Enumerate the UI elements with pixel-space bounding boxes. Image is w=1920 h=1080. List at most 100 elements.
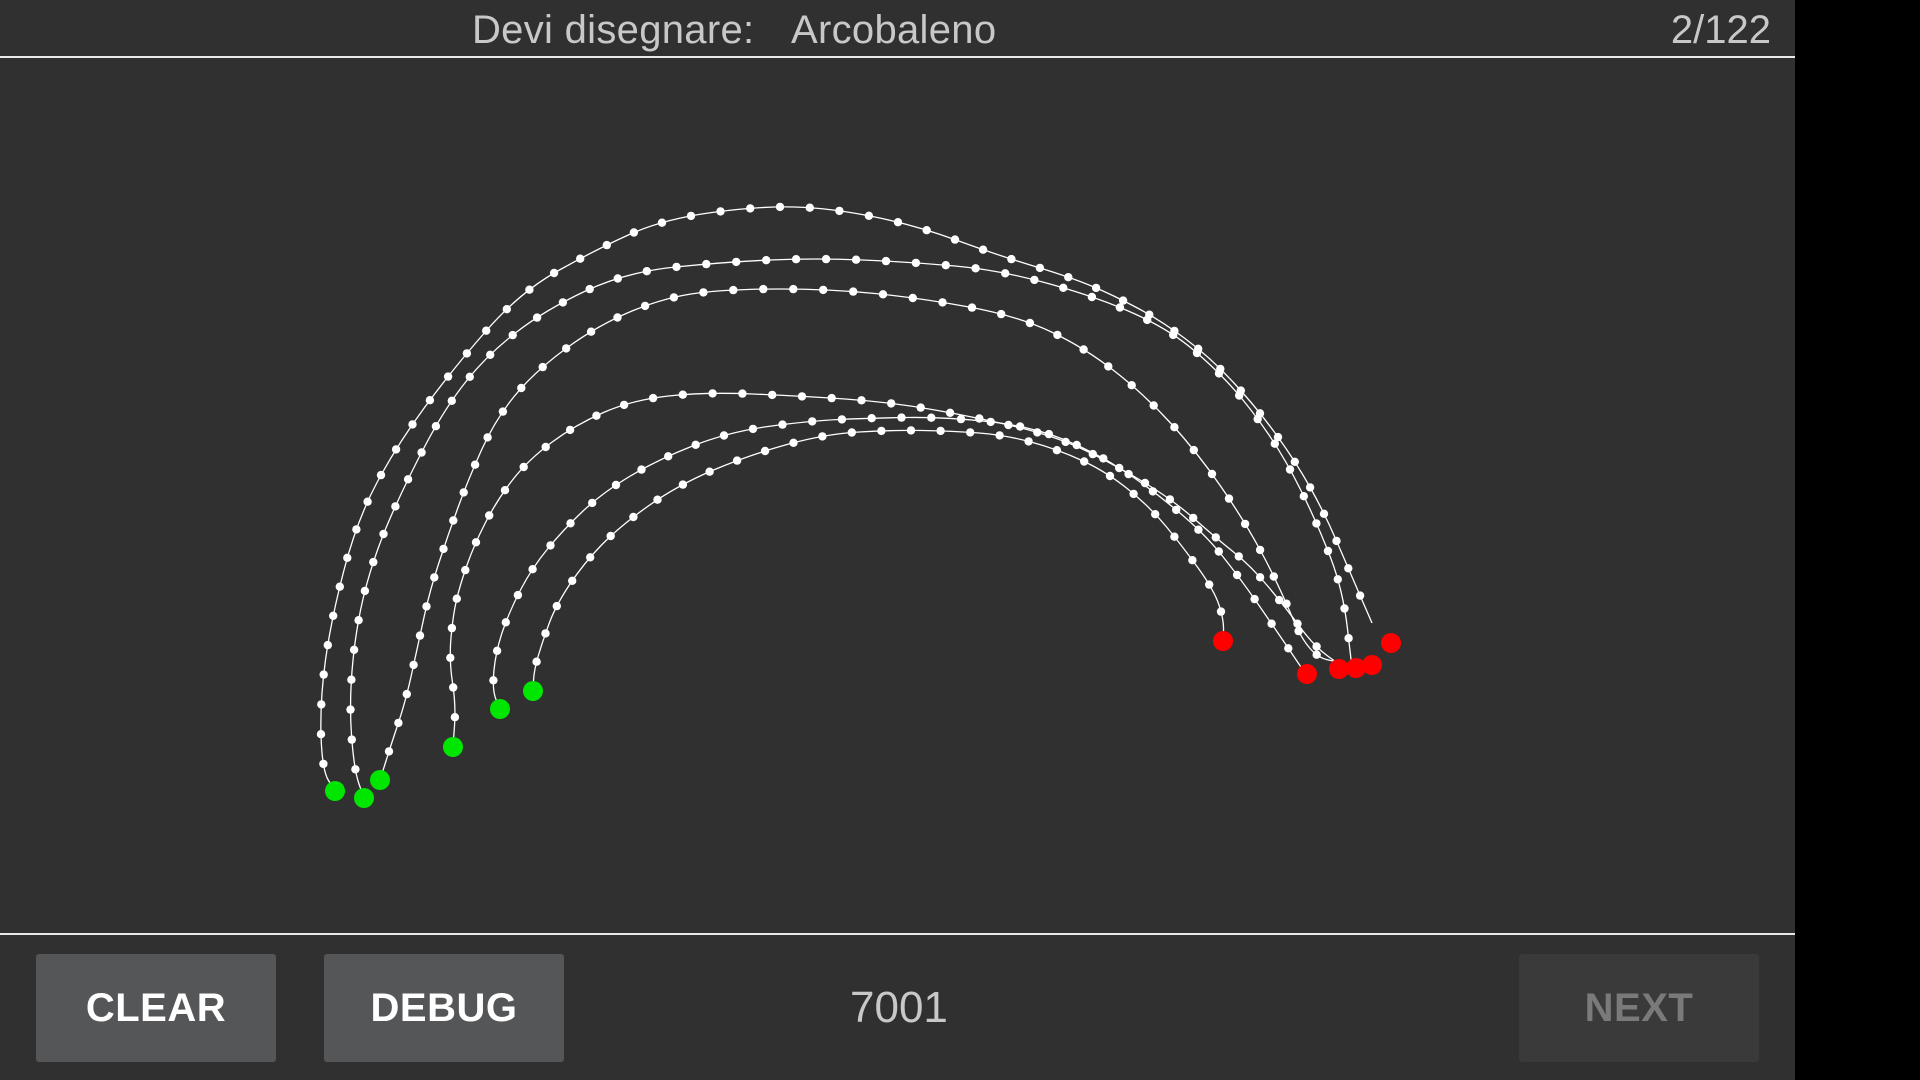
- stroke-end-point: [1329, 659, 1349, 679]
- stroke-point: [1312, 519, 1321, 528]
- stroke-point: [565, 425, 575, 435]
- stroke-point: [1129, 489, 1138, 499]
- stroke-point: [1079, 345, 1088, 354]
- stroke-point: [485, 511, 494, 520]
- stroke-point: [408, 420, 417, 429]
- stroke-point: [317, 700, 326, 709]
- stroke-point: [1333, 575, 1343, 584]
- stroke-point: [1035, 263, 1045, 273]
- stroke-point: [1344, 634, 1353, 643]
- stroke-point: [452, 594, 461, 603]
- stroke-end-point: [1381, 633, 1401, 653]
- stroke-point: [1284, 644, 1293, 653]
- stroke-point: [391, 502, 400, 511]
- debug-button[interactable]: DEBUG: [324, 954, 564, 1062]
- stroke-point: [956, 414, 966, 424]
- stroke-point: [672, 262, 681, 272]
- drawing-canvas[interactable]: [0, 58, 1795, 933]
- stroke-point: [525, 285, 534, 294]
- stroke-point: [1255, 545, 1265, 555]
- stroke-point: [775, 202, 785, 212]
- stroke-point: [1118, 296, 1128, 305]
- stroke-point: [1232, 570, 1242, 580]
- stroke-point: [1214, 547, 1224, 556]
- stroke-point: [893, 218, 903, 227]
- stroke-point: [1007, 254, 1016, 264]
- stroke-point: [978, 245, 988, 254]
- stroke-point: [941, 261, 950, 270]
- stroke-point: [566, 519, 575, 528]
- stroke-point: [708, 389, 717, 398]
- next-button[interactable]: NEXT: [1519, 954, 1759, 1062]
- stroke-point: [746, 204, 755, 213]
- stroke-point: [498, 407, 508, 416]
- stroke-point: [835, 206, 844, 216]
- stroke-point: [588, 498, 597, 508]
- stroke-point: [541, 442, 550, 452]
- stroke-point: [1025, 318, 1035, 328]
- stroke-point: [653, 495, 662, 504]
- stroke-point: [562, 344, 571, 353]
- stroke-point: [867, 414, 876, 423]
- stroke-point: [967, 303, 977, 312]
- stroke-point: [519, 462, 528, 472]
- stroke-point: [1044, 429, 1054, 439]
- stroke-point: [878, 290, 888, 299]
- stroke-point: [532, 657, 541, 666]
- stroke-point: [1124, 469, 1133, 479]
- stroke-point: [1214, 369, 1224, 378]
- stroke-point: [1285, 465, 1295, 474]
- stroke-point: [768, 390, 777, 400]
- stroke-point: [568, 576, 577, 585]
- stroke-point: [986, 417, 995, 427]
- stroke-point: [363, 497, 372, 506]
- stroke: [346, 254, 1382, 808]
- stroke-point: [916, 403, 925, 412]
- stroke-point: [592, 411, 601, 420]
- stroke-point: [1273, 432, 1283, 442]
- stroke-point: [887, 399, 896, 408]
- stroke-point: [699, 288, 708, 297]
- stroke-line: [320, 206, 1373, 792]
- stroke-point: [613, 313, 622, 322]
- stroke-point: [1293, 619, 1302, 628]
- stroke-point: [1172, 505, 1181, 515]
- stroke-point: [447, 623, 457, 633]
- drawing-surface[interactable]: [0, 58, 1795, 933]
- stroke-end-point: [1297, 664, 1317, 684]
- stroke-line: [492, 416, 1306, 710]
- stroke-point: [470, 460, 480, 469]
- stroke-point: [837, 415, 847, 424]
- stroke-point: [1234, 552, 1244, 561]
- stroke-point: [857, 396, 866, 405]
- stroke-point: [1275, 595, 1284, 605]
- app-window: Devi disegnare: Arcobaleno 2/122 CLEAR D…: [0, 0, 1795, 1080]
- stroke-point: [1104, 362, 1113, 371]
- stroke-point: [789, 284, 798, 294]
- stroke-point: [347, 735, 356, 744]
- stroke-start-point: [523, 681, 543, 701]
- stroke-point: [335, 582, 344, 591]
- stroke-point: [629, 512, 638, 522]
- stroke-point: [351, 765, 360, 774]
- stroke-point: [391, 445, 401, 454]
- stroke-point: [1312, 642, 1321, 651]
- stroke-point: [538, 362, 547, 372]
- stroke-point: [1194, 525, 1203, 534]
- stroke-point: [462, 349, 472, 358]
- stroke-point: [1250, 594, 1259, 604]
- stroke-point: [950, 235, 960, 244]
- stroke-point: [648, 393, 658, 403]
- stroke-point: [1207, 469, 1217, 479]
- stroke-point: [997, 309, 1006, 319]
- stroke-point: [403, 475, 413, 484]
- stroke-point: [602, 240, 611, 250]
- stroke-point: [1211, 533, 1221, 542]
- stroke-point: [936, 426, 945, 436]
- stroke-point: [629, 228, 639, 237]
- stroke-start-point: [370, 770, 390, 790]
- clear-button[interactable]: CLEAR: [36, 954, 276, 1062]
- stroke-point: [897, 413, 906, 422]
- progress-counter: 2/122: [1670, 8, 1771, 52]
- stroke-point: [459, 488, 468, 497]
